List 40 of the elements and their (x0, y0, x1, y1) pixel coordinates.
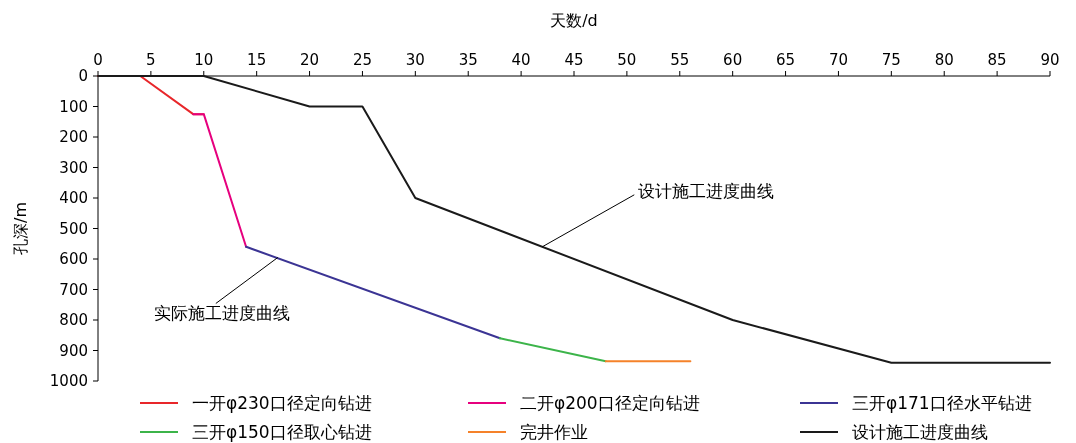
x-tick-label: 45 (564, 51, 584, 69)
y-tick-label: 200 (59, 128, 88, 146)
x-tick-label: 60 (723, 51, 743, 69)
y-tick-label: 1000 (49, 372, 88, 390)
x-axis-title: 天数/d (550, 11, 598, 30)
legend-label: 二开φ200口径定向钻进 (520, 393, 700, 413)
legend-label: 设计施工进度曲线 (852, 422, 988, 442)
y-axis-title: 孔深/m (11, 202, 30, 255)
legend-label: 三开φ150口径取心钻进 (192, 422, 372, 442)
x-tick-label: 50 (617, 51, 637, 69)
y-tick-label: 300 (59, 158, 88, 177)
annotation: 实际施工进度曲线 (153, 303, 290, 324)
x-tick-label: 0 (93, 51, 103, 69)
x-tick-label: 80 (934, 51, 954, 69)
y-tick-label: 900 (59, 341, 88, 360)
x-tick-label: 10 (194, 51, 214, 69)
legend-label: 三开φ171口径水平钻进 (852, 393, 1032, 413)
x-tick-label: 30 (405, 51, 425, 69)
x-tick-label: 15 (247, 51, 267, 69)
y-tick-label: 0 (78, 67, 88, 85)
x-tick-label: 70 (828, 51, 848, 69)
x-tick-label: 20 (300, 51, 320, 69)
x-tick-label: 90 (1040, 51, 1060, 69)
x-tick-label: 65 (776, 51, 796, 69)
y-tick-label: 500 (59, 219, 88, 238)
legend-label: 一开φ230口径定向钻进 (192, 393, 372, 413)
y-tick-label: 400 (59, 189, 88, 207)
y-tick-label: 100 (59, 97, 88, 116)
x-tick-label: 25 (352, 51, 372, 69)
x-tick-label: 85 (987, 51, 1007, 69)
y-tick-label: 800 (59, 311, 88, 329)
x-tick-label: 55 (670, 51, 690, 69)
x-tick-label: 40 (511, 51, 531, 69)
x-tick-label: 35 (458, 51, 478, 69)
legend-label: 完井作业 (520, 422, 588, 442)
x-tick-label: 75 (881, 51, 901, 69)
y-tick-label: 700 (59, 280, 88, 299)
y-tick-label: 600 (59, 250, 88, 268)
x-tick-label: 5 (146, 51, 156, 69)
annotation: 设计施工进度曲线 (638, 180, 775, 201)
